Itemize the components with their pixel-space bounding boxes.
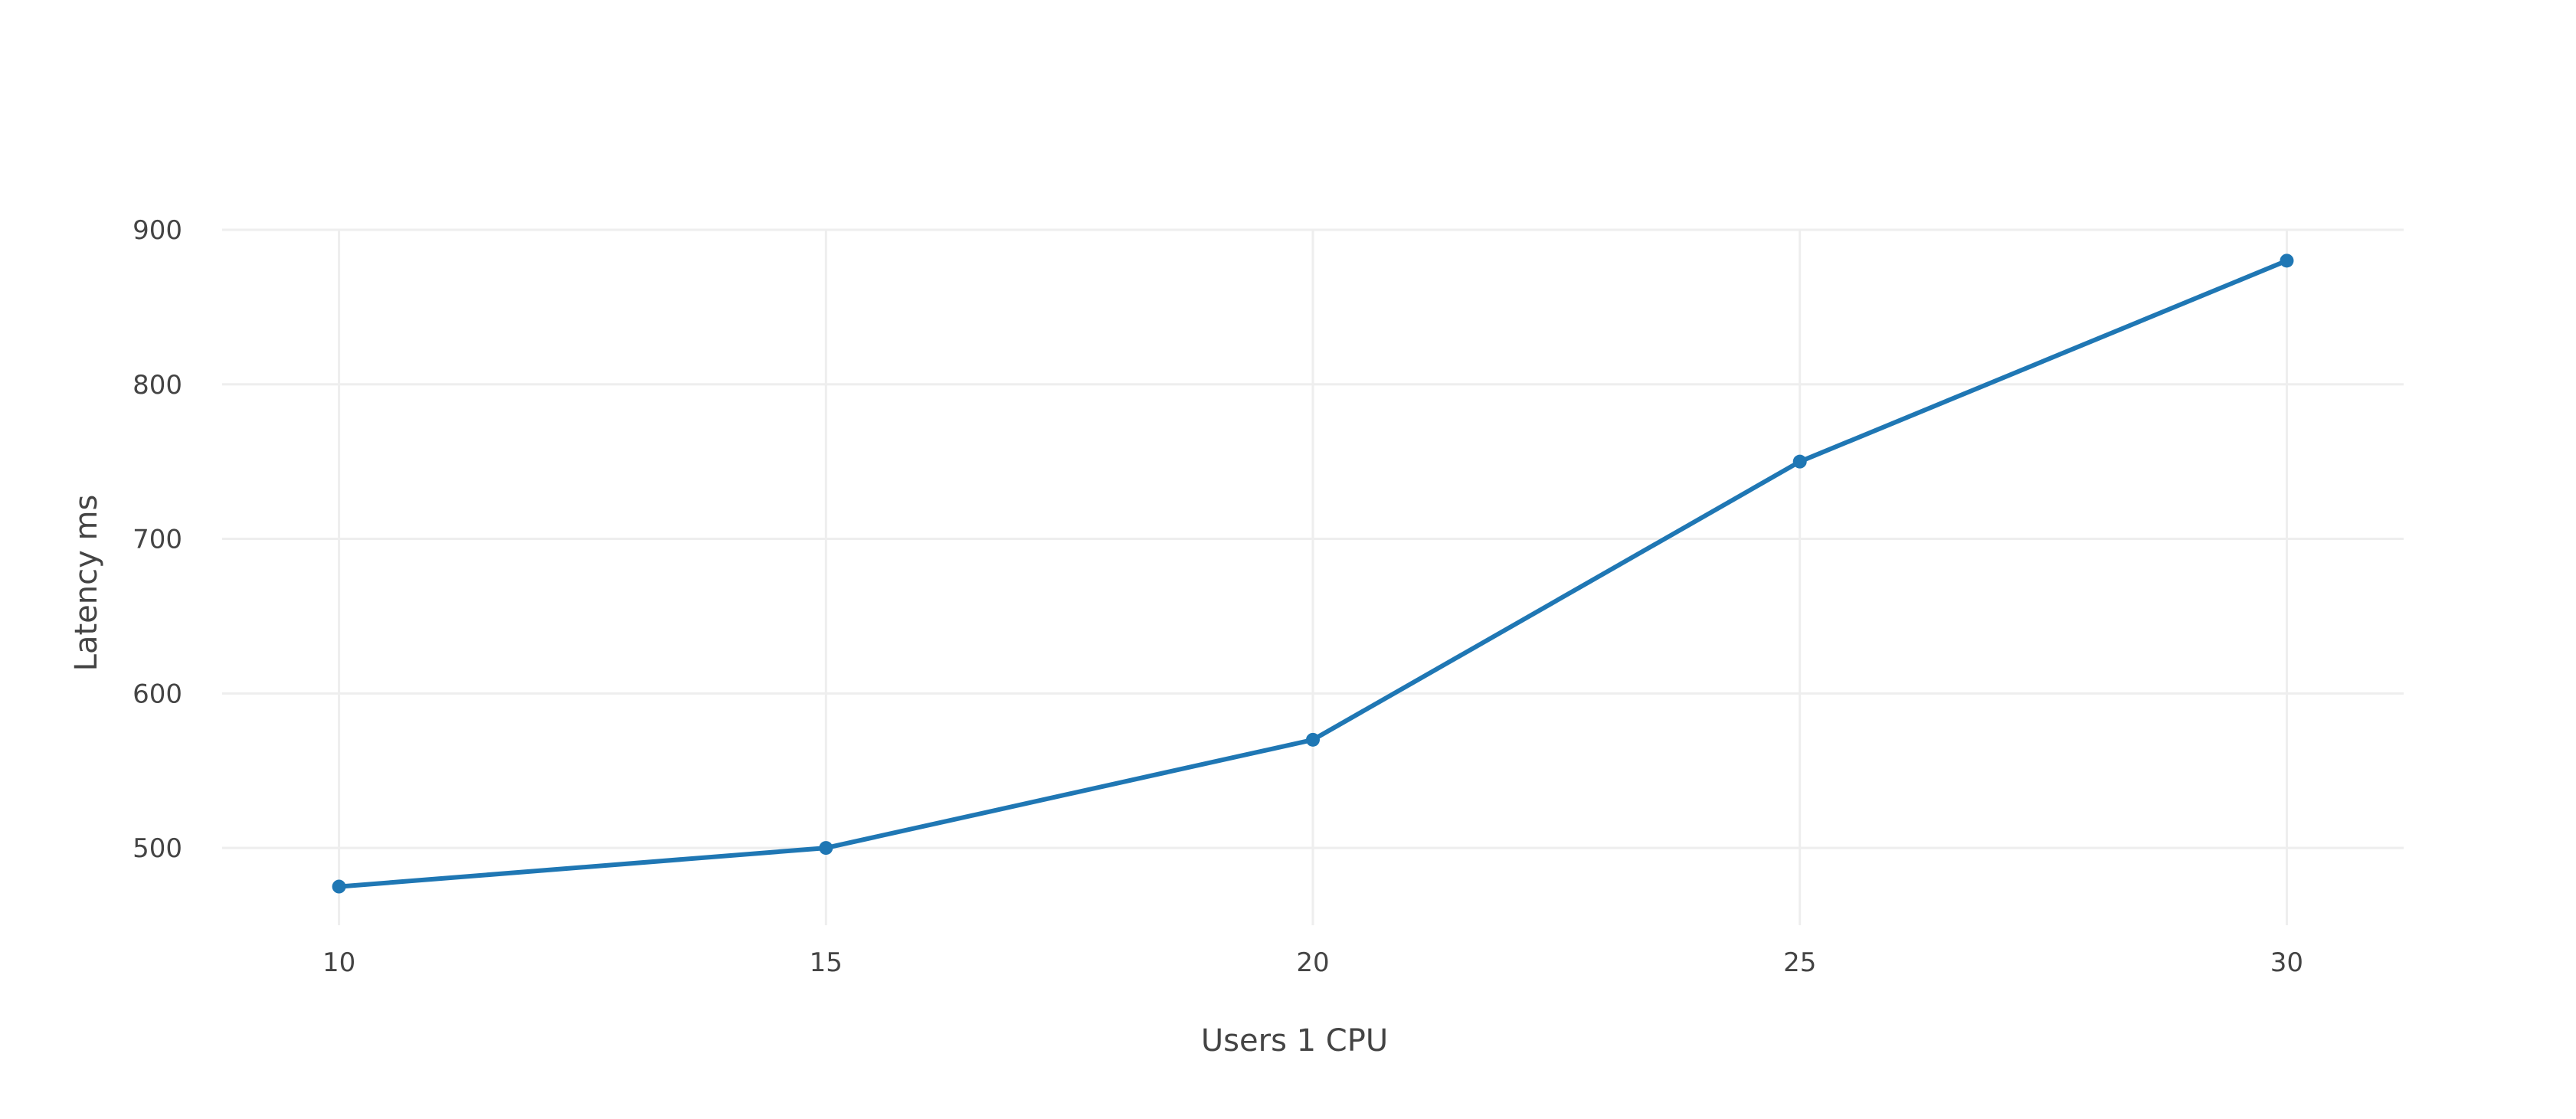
data-point[interactable] xyxy=(2280,254,2294,268)
y-axis-title: Latency ms xyxy=(69,495,104,672)
x-tick-label: 10 xyxy=(322,947,355,978)
axis-labels: 10 15 20 25 30 500 600 700 800 900 xyxy=(133,215,2303,978)
data-point[interactable] xyxy=(332,879,346,894)
y-tick-label: 700 xyxy=(133,525,182,555)
y-tick-label: 600 xyxy=(133,679,182,709)
x-tick-label: 25 xyxy=(1783,947,1816,978)
data-point[interactable] xyxy=(1306,732,1320,747)
data-point[interactable] xyxy=(819,841,833,856)
x-tick-label: 15 xyxy=(810,947,843,978)
data-point[interactable] xyxy=(1792,454,1807,469)
x-tick-label: 20 xyxy=(1296,947,1329,978)
y-tick-label: 800 xyxy=(133,370,182,401)
x-tick-label: 30 xyxy=(2270,947,2303,978)
x-axis-title: Users 1 CPU xyxy=(1201,1023,1388,1058)
series-layer xyxy=(332,254,2294,894)
grid-layer xyxy=(222,228,2404,925)
y-tick-label: 900 xyxy=(133,215,182,246)
y-tick-label: 500 xyxy=(133,833,182,864)
